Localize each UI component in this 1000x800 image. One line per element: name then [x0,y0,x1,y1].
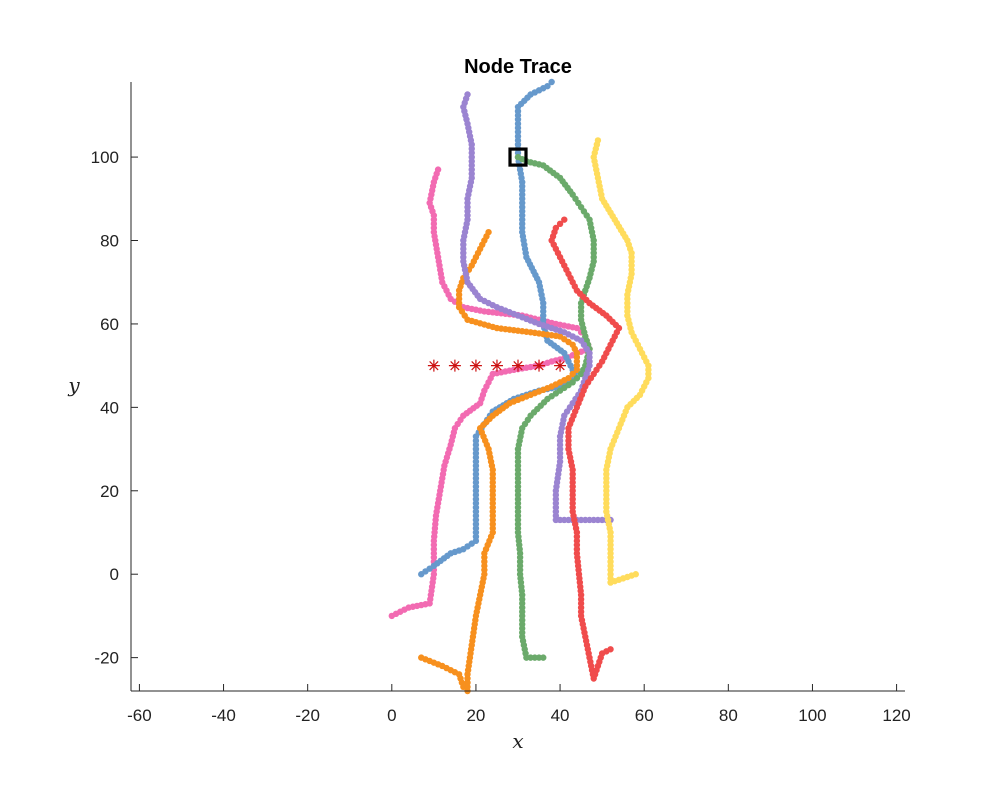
y-axis-label: y [67,373,80,397]
x-tick-label: 120 [882,706,910,725]
star-point [427,359,440,372]
star-point [533,359,546,372]
data-point [552,224,560,232]
y-ticks: -20 0 20 40 60 80 100 [91,148,138,668]
y-tick-label: 80 [100,232,119,251]
star-marker-layer [427,359,567,372]
x-tick-label: 60 [635,706,654,725]
star-point [469,359,482,372]
data-point [548,78,555,86]
x-tick-label: 80 [719,706,738,725]
data-point [514,153,522,161]
series-layer [388,78,652,695]
x-tick-label: 0 [387,706,396,725]
data-point [544,82,551,90]
trace-dot [573,374,581,382]
x-tick-label: 100 [798,706,826,725]
y-tick-label: 40 [100,398,119,417]
series-1 [418,78,581,578]
x-tick-label: 40 [551,706,570,725]
series-7 [427,359,567,372]
x-tick-label: 20 [466,706,485,725]
star-point [554,359,567,372]
data-point [594,137,602,144]
data-point [485,228,492,236]
y-tick-label: -20 [94,649,119,668]
y-tick-label: 20 [100,482,119,501]
x-tick-label: -20 [295,706,320,725]
data-point [464,91,471,98]
data-point [565,374,572,382]
annotation-layer [508,147,528,167]
series-4 [460,91,614,524]
y-tick-label: 0 [110,565,119,584]
trace-dot [556,220,564,228]
x-ticks: -60 -40 -20 0 20 40 60 80 100 120 [127,684,911,725]
series-5 [548,216,623,682]
y-tick-label: 60 [100,315,119,334]
x-tick-label: -60 [127,706,152,725]
x-axis-label: x [512,729,523,753]
axes [130,82,905,692]
trace-dot [569,370,576,378]
data-point [434,166,442,173]
series-2 [418,228,581,695]
data-point [561,216,568,223]
series-6 [590,137,652,586]
star-point [490,359,503,372]
x-tick-label: -40 [211,706,236,725]
chart-title: Node Trace [464,56,572,78]
star-point [512,359,524,372]
series-line [462,94,611,521]
y-tick-label: 100 [91,148,119,167]
data-point [569,379,576,386]
star-point [448,359,461,372]
highlight-square-marker [508,147,528,167]
